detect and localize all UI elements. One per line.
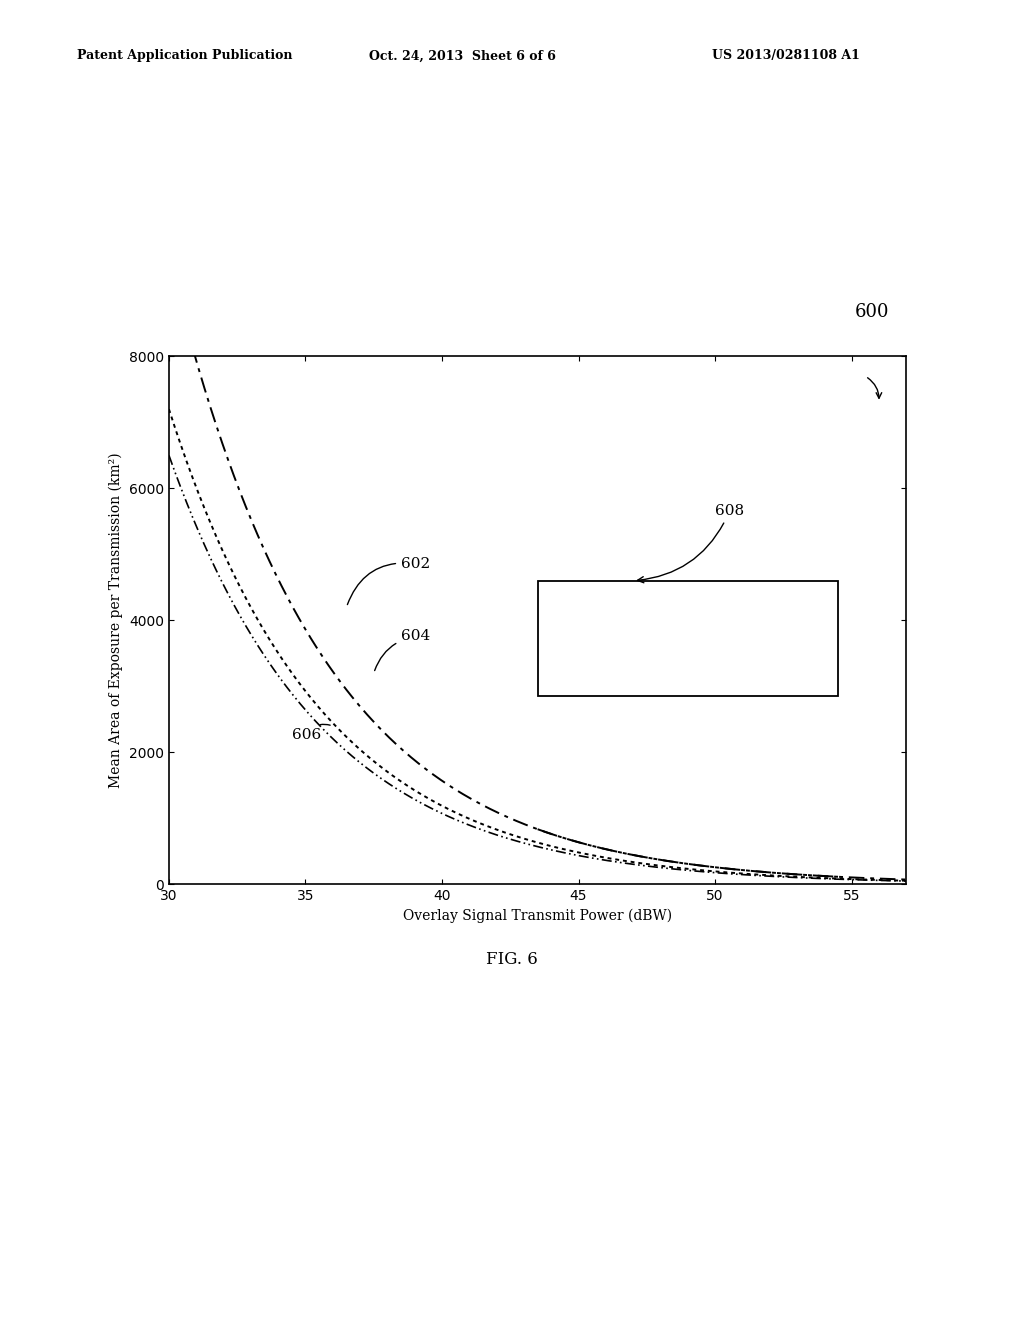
Text: Oct. 24, 2013  Sheet 6 of 6: Oct. 24, 2013 Sheet 6 of 6 bbox=[369, 49, 555, 62]
Text: 600: 600 bbox=[855, 302, 890, 321]
Text: 604: 604 bbox=[375, 630, 430, 671]
Y-axis label: Mean Area of Exposure per Transmission (km²): Mean Area of Exposure per Transmission (… bbox=[109, 453, 124, 788]
Bar bbox=[538, 581, 838, 697]
Text: 606: 606 bbox=[292, 725, 330, 742]
Text: FIG. 6: FIG. 6 bbox=[486, 950, 538, 968]
X-axis label: Overlay Signal Transmit Power (dBW): Overlay Signal Transmit Power (dBW) bbox=[403, 908, 672, 923]
Text: 608: 608 bbox=[638, 504, 744, 582]
Text: US 2013/0281108 A1: US 2013/0281108 A1 bbox=[712, 49, 859, 62]
Text: 602: 602 bbox=[347, 557, 430, 605]
Text: Patent Application Publication: Patent Application Publication bbox=[77, 49, 292, 62]
